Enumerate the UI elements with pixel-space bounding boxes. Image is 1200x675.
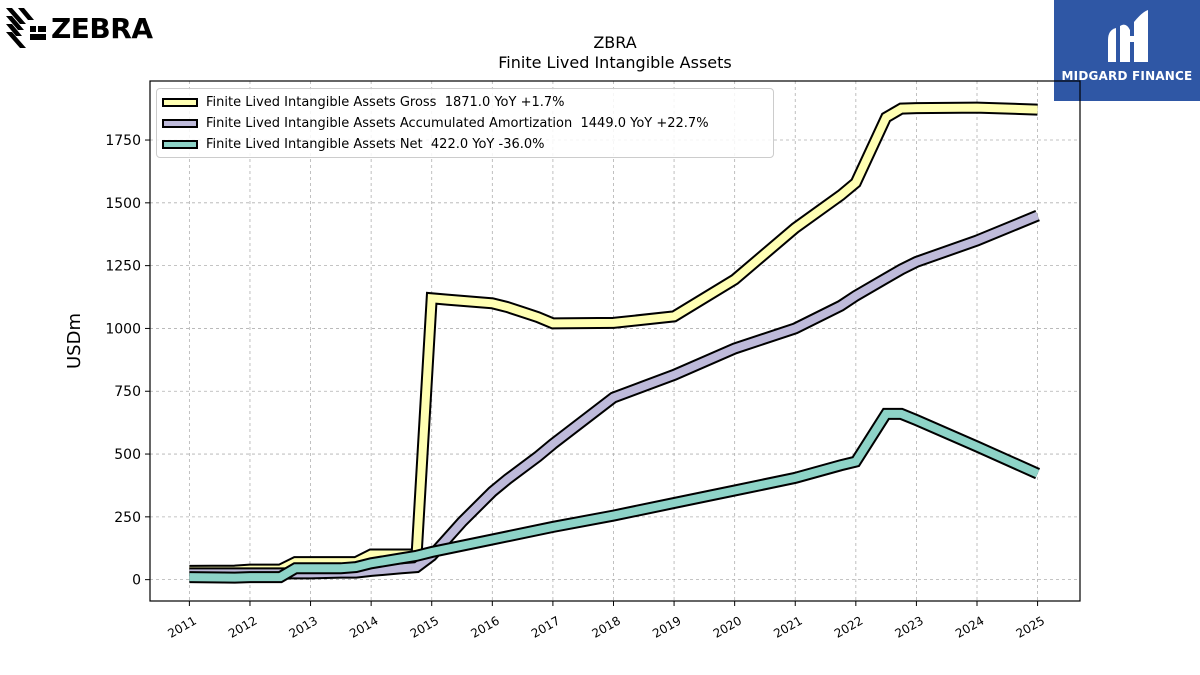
legend: Finite Lived Intangible Assets Gross 187…	[156, 88, 774, 158]
brand-mark-icon	[1108, 10, 1148, 63]
x-tick-label: 2019	[650, 613, 683, 640]
x-tick-label: 2023	[892, 613, 925, 640]
legend-item-gross: Finite Lived Intangible Assets Gross 187…	[162, 94, 565, 110]
y-tick-label: 1250	[105, 259, 141, 275]
company-logo-text: ZEBRA	[51, 12, 153, 45]
chart-subtitle: Finite Lived Intangible Assets	[498, 53, 731, 72]
legend-item-amortization: Finite Lived Intangible Assets Accumulat…	[162, 115, 709, 131]
y-tick-label: 0	[132, 573, 141, 589]
legend-label-net: Finite Lived Intangible Assets Net 422.0…	[206, 136, 545, 152]
x-tick-label: 2014	[347, 613, 380, 640]
x-tick-label: 2011	[165, 613, 198, 640]
legend-label-amortization: Finite Lived Intangible Assets Accumulat…	[206, 115, 709, 131]
x-tick-label: 2022	[832, 613, 865, 640]
x-tick-label: 2016	[468, 613, 501, 640]
x-tick-label: 2020	[711, 613, 744, 640]
legend-label-gross: Finite Lived Intangible Assets Gross 187…	[206, 94, 565, 110]
y-tick-label: 500	[114, 447, 141, 463]
legend-item-net: Finite Lived Intangible Assets Net 422.0…	[162, 136, 545, 152]
legend-swatch-amortization	[162, 118, 198, 128]
x-tick-label: 2018	[590, 613, 623, 640]
series-line-0	[189, 103, 1038, 575]
series-line-2	[189, 409, 1040, 582]
brand-name: MIDGARD FINANCE	[1061, 69, 1193, 83]
company-logo: ZEBRA	[4, 4, 153, 50]
grid	[150, 81, 1080, 601]
x-tick-label: 2012	[226, 613, 259, 640]
x-tick-label: 2015	[408, 613, 441, 640]
y-tick-label: 1500	[105, 196, 141, 212]
legend-swatch-gross	[162, 97, 198, 107]
y-tick-label: 1000	[105, 321, 141, 337]
legend-swatch-net	[162, 139, 198, 149]
x-tick-label: 2024	[953, 613, 986, 640]
series-lines	[189, 101, 1041, 584]
y-tick-label: 1750	[105, 133, 141, 149]
y-tick-label: 750	[114, 384, 141, 400]
x-tick-label: 2021	[771, 613, 804, 640]
plot-frame	[149, 80, 1081, 602]
x-tick-label: 2017	[529, 613, 562, 640]
zebra-head-icon	[6, 8, 46, 48]
brand-logo: MIDGARD FINANCE	[1054, 0, 1200, 101]
chart-title: ZBRA	[593, 33, 636, 52]
y-axis-label: USDm	[64, 313, 85, 369]
x-tick-label: 2025	[1014, 613, 1047, 640]
x-tick-label: 2013	[287, 613, 320, 640]
y-tick-label: 250	[114, 510, 141, 526]
